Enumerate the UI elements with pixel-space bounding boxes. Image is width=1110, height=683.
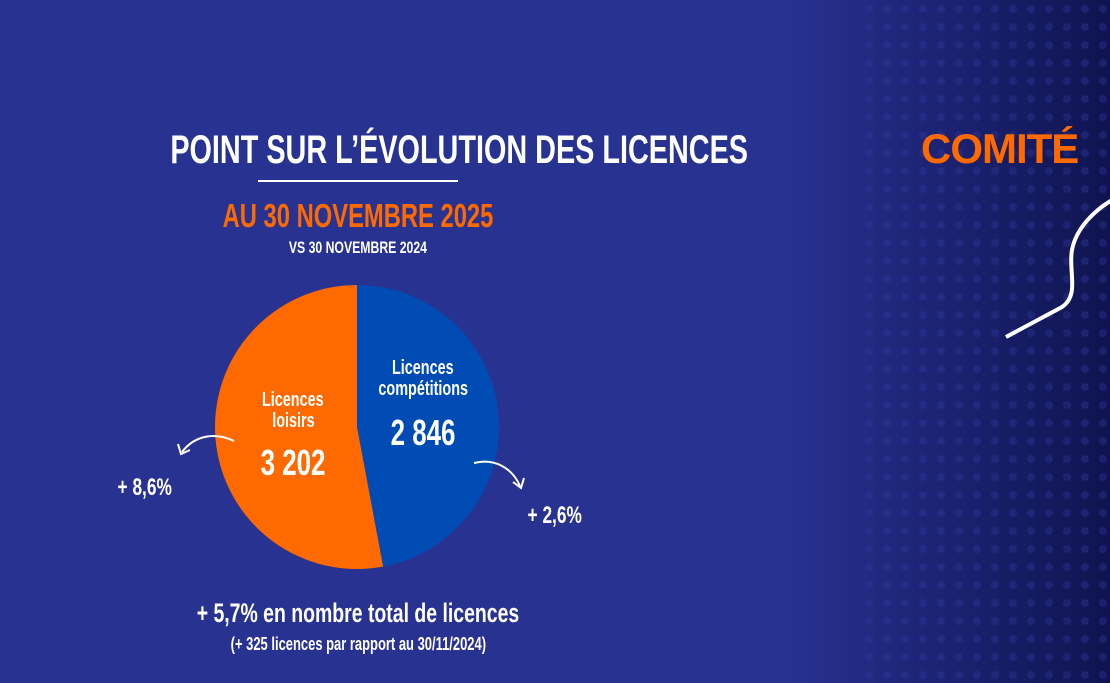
- brand-swoosh: [1005, 198, 1110, 339]
- slice-value-loisirs: 3 202: [260, 442, 326, 483]
- slice-value-competitions: 2 846: [390, 412, 456, 453]
- total-note: + 5,7% en nombre total de licences: [196, 598, 520, 628]
- background-pattern: [860, 0, 1110, 683]
- comparison-label: VS 30 NOVEMBRE 2024: [288, 238, 428, 257]
- slice-label-competitions: Licences compétitions: [378, 357, 468, 400]
- pie-slice-competitions: [357, 285, 500, 567]
- change-competitions: + 2,6%: [527, 502, 583, 529]
- change-loisirs: + 8,6%: [117, 474, 173, 501]
- arrow-left-icon: [177, 435, 235, 456]
- chart-title: POINT SUR L’ÉVOLUTION DES LICENCES: [170, 128, 748, 172]
- slice-label-loisirs: Licences loisirs: [262, 389, 324, 432]
- chart-subtitle: AU 30 NOVEMBRE 2025: [222, 197, 494, 234]
- title-underline: [258, 180, 458, 182]
- background-gradient: [780, 0, 1110, 683]
- total-subnote: (+ 325 licences par rapport au 30/11/202…: [230, 634, 486, 654]
- pie-slice-loisirs: [215, 285, 384, 569]
- brand-text: COMITÉ: [921, 125, 1079, 172]
- arrow-right-icon: [473, 460, 525, 490]
